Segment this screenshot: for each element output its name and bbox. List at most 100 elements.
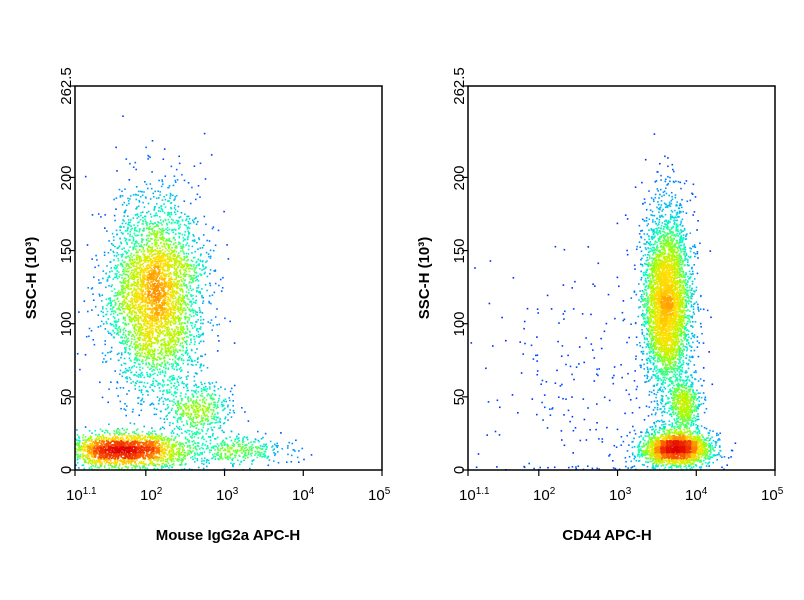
event-dot [186, 285, 188, 288]
event-dot [186, 226, 189, 229]
event-dot [183, 404, 185, 407]
event-dot [98, 282, 101, 284]
event-dot [121, 292, 124, 295]
event-dot [111, 284, 113, 286]
event-dot [196, 193, 199, 196]
event-dot [271, 445, 274, 447]
event-dot [138, 396, 140, 399]
event-dot [183, 223, 186, 226]
event-dot [132, 408, 134, 411]
event-dot [192, 433, 194, 435]
event-dot [133, 423, 136, 425]
event-dot [107, 464, 110, 466]
event-dot [205, 414, 208, 417]
event-dot [158, 399, 160, 402]
event-dot [99, 464, 102, 466]
event-dot [156, 323, 158, 325]
event-dot [176, 221, 179, 224]
event-dot [151, 351, 154, 353]
event-dot [173, 251, 175, 253]
event-dot [181, 420, 183, 423]
event-dot [171, 290, 174, 292]
event-dot [145, 316, 147, 318]
event-dot [112, 236, 115, 238]
event-dot [147, 187, 149, 190]
event-dot [167, 340, 169, 343]
event-dot [206, 407, 208, 410]
event-dot [133, 274, 136, 277]
event-dot [114, 370, 116, 372]
event-dot [158, 458, 160, 460]
event-dot [151, 325, 153, 328]
event-dot [154, 322, 156, 325]
event-dot [148, 234, 151, 236]
event-dot [165, 317, 168, 319]
event-dot [149, 436, 151, 438]
event-dot [159, 427, 162, 430]
event-dot [134, 435, 136, 438]
event-dot [161, 361, 163, 364]
event-dot [140, 462, 142, 464]
event-dot [109, 298, 111, 301]
event-dot [98, 437, 100, 440]
event-dot [123, 343, 125, 345]
event-dot [130, 318, 132, 320]
event-dot [177, 341, 179, 343]
event-dot [157, 384, 159, 386]
event-dot [156, 247, 159, 249]
event-dot [153, 407, 156, 410]
event-dot [107, 252, 110, 254]
event-dot [165, 399, 167, 401]
event-dot [126, 204, 128, 207]
event-dot [135, 297, 138, 299]
event-dot [173, 377, 176, 379]
event-dot [133, 336, 136, 338]
event-dot [198, 403, 200, 406]
event-dot [205, 410, 207, 413]
event-dot [134, 325, 136, 327]
event-dot [172, 340, 175, 342]
event-dot [178, 464, 181, 466]
event-dot [225, 400, 227, 403]
event-dot [135, 347, 138, 349]
event-dot [200, 340, 202, 343]
event-dot [229, 412, 231, 414]
event-dot [123, 371, 126, 373]
event-dot [178, 162, 181, 165]
event-dot [163, 339, 165, 341]
event-dot [139, 334, 141, 336]
event-dot [136, 350, 139, 353]
event-dot [137, 346, 140, 349]
event-dot [168, 259, 171, 261]
event-dot [154, 459, 156, 461]
event-dot [173, 271, 176, 273]
event-dot [151, 336, 154, 339]
event-dot [121, 375, 124, 378]
event-dot [125, 273, 127, 276]
event-dot [135, 334, 138, 337]
event-dot [272, 449, 274, 452]
event-dot [186, 303, 188, 305]
event-dot [149, 323, 152, 326]
event-dot [148, 255, 150, 257]
event-dot [146, 332, 148, 335]
event-dot [263, 453, 265, 455]
event-dot [139, 303, 141, 306]
event-dot [116, 266, 118, 268]
event-dot [224, 448, 226, 450]
event-dot [165, 238, 168, 240]
event-dot [199, 448, 201, 450]
event-dot [147, 340, 150, 342]
event-dot [154, 430, 156, 432]
event-dot [103, 432, 106, 434]
event-dot [219, 449, 221, 452]
event-dot [166, 344, 169, 346]
event-dot [124, 287, 127, 289]
event-dot [146, 345, 149, 347]
event-dot [95, 462, 98, 465]
event-dot [196, 459, 199, 462]
event-dot [146, 259, 148, 261]
event-dot [166, 224, 168, 226]
event-dot [148, 326, 151, 329]
event-dot [92, 464, 94, 467]
